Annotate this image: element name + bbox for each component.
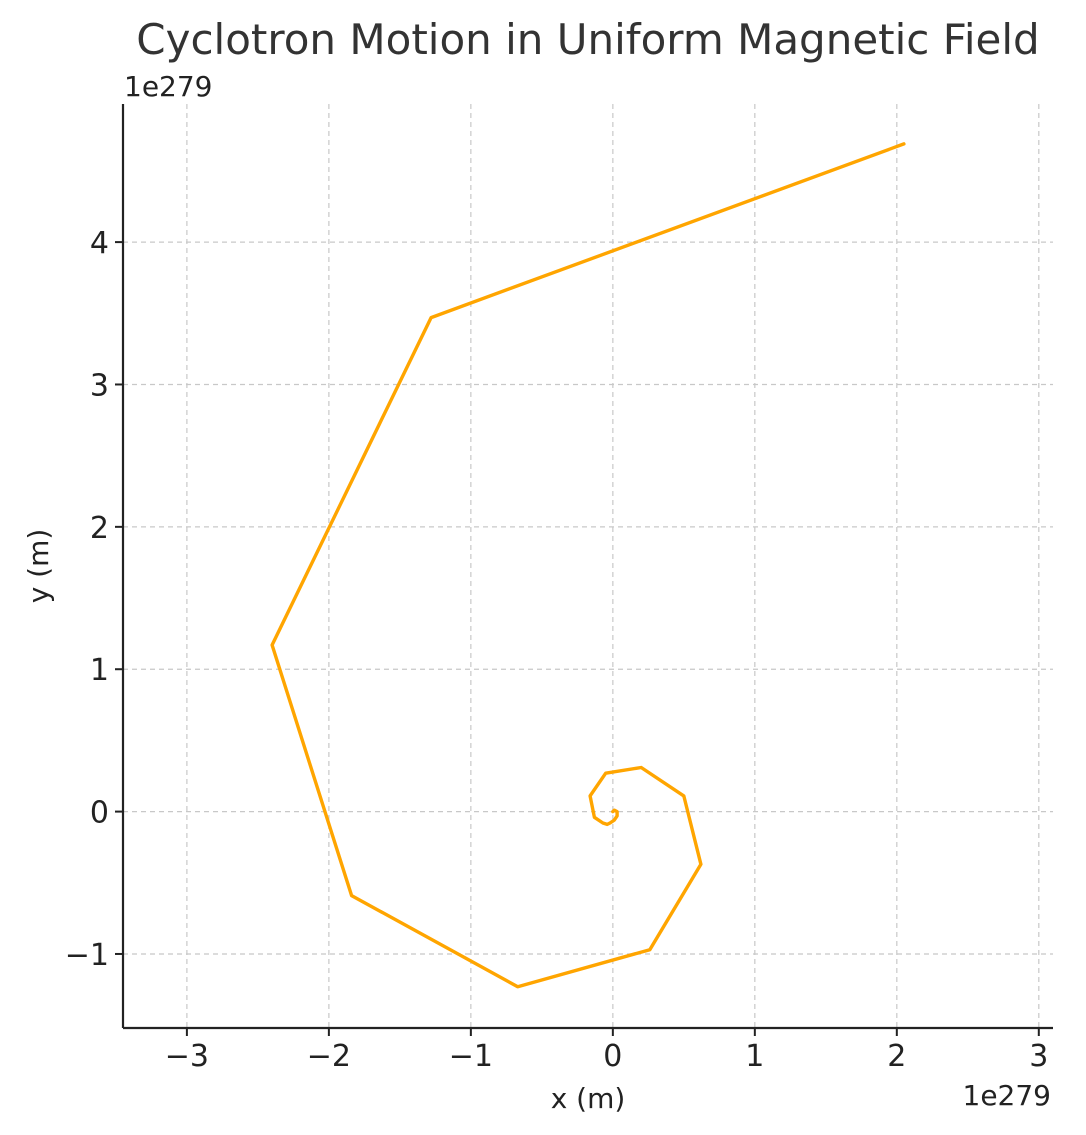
y-tick-label: 3	[90, 368, 109, 403]
grid	[123, 104, 1053, 1028]
y-tick-label: 0	[90, 796, 109, 831]
x-axis-offset-label: 1e279	[963, 1079, 1051, 1112]
chart-title: Cyclotron Motion in Uniform Magnetic Fie…	[136, 15, 1039, 64]
y-axis-label: y (m)	[22, 529, 55, 604]
x-tick-label: 0	[603, 1039, 622, 1074]
trajectory-line	[270, 142, 906, 989]
y-tick-label: 2	[90, 511, 109, 546]
x-tick-label: −1	[449, 1039, 493, 1074]
y-tick-label: 1	[90, 653, 109, 688]
y-axis-offset-label: 1e279	[124, 70, 212, 103]
ticks: −3 −2 −1 0 1 2 3 −1 0 1 2 3 4	[65, 226, 1049, 1074]
axes-spines	[121, 104, 1053, 1030]
y-tick-label: −1	[65, 938, 109, 973]
x-tick-label: 3	[1029, 1039, 1048, 1074]
x-tick-label: 2	[887, 1039, 906, 1074]
x-tick-label: −3	[165, 1039, 209, 1074]
y-tick-label: 4	[90, 226, 109, 261]
x-tick-label: 1	[745, 1039, 764, 1074]
x-tick-label: −2	[307, 1039, 351, 1074]
series	[270, 142, 906, 989]
x-axis-label: x (m)	[551, 1082, 626, 1115]
